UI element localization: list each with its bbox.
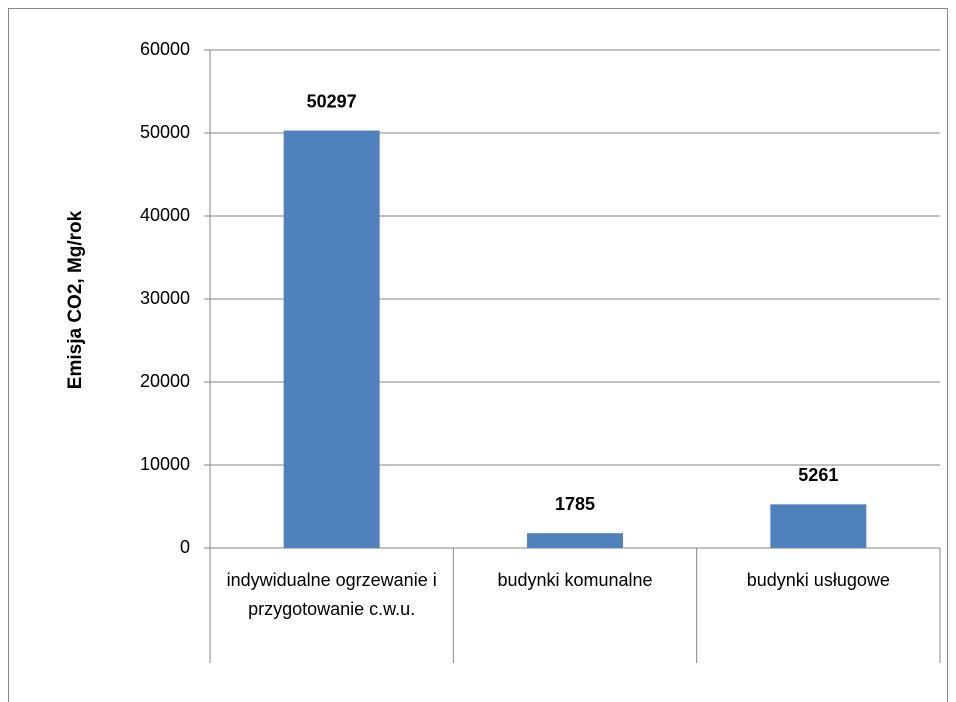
y-tick-label: 60000 xyxy=(140,39,190,59)
y-axis-label: Emisja CO2, Mg/rok xyxy=(65,210,86,389)
x-tick-label: budynki usługowe xyxy=(746,570,890,590)
data-label: 5261 xyxy=(798,465,838,485)
y-tick-label: 0 xyxy=(180,537,190,557)
data-label: 1785 xyxy=(555,494,595,514)
y-tick-label: 10000 xyxy=(140,454,190,474)
bar xyxy=(770,504,867,548)
y-tick-label: 30000 xyxy=(140,288,190,308)
x-tick-label: budynki komunalne xyxy=(497,570,653,590)
data-label: 50297 xyxy=(307,91,357,111)
bar xyxy=(283,130,380,548)
y-tick-label: 20000 xyxy=(140,371,190,391)
y-tick-label: 40000 xyxy=(140,205,190,225)
x-tick-label: indywidualne ogrzewanie i przygotowanie … xyxy=(226,570,437,619)
bar xyxy=(527,533,623,548)
y-tick-label: 50000 xyxy=(140,122,190,142)
chart-border xyxy=(8,8,948,702)
